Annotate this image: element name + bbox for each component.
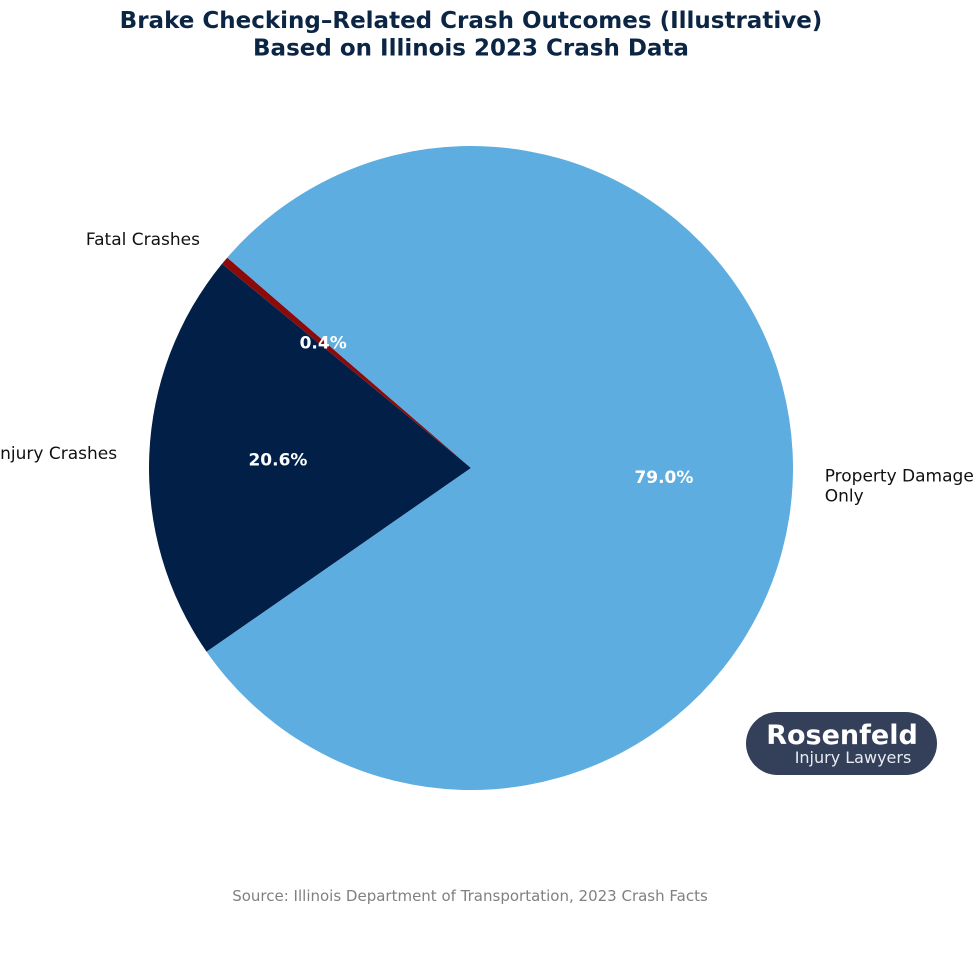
logo-name: Rosenfeld — [766, 720, 918, 751]
logo-tagline: Injury Lawyers — [795, 748, 912, 767]
pie-slice — [222, 257, 471, 468]
slice-label: Fatal Crashes — [86, 230, 200, 250]
value-label: 0.4% — [300, 334, 347, 354]
pie-slice — [148, 263, 472, 652]
value-label: 79.0% — [634, 468, 693, 488]
pie-slice — [206, 146, 793, 791]
source-note: Source: Illinois Department of Transport… — [232, 887, 708, 905]
slice-label: Injury Crashes — [0, 444, 117, 464]
logo: Rosenfeld Injury Lawyers — [746, 712, 937, 775]
logo-badge — [746, 712, 937, 775]
value-label: 20.6% — [248, 450, 307, 470]
slice-label: Property Damage Only — [825, 466, 974, 506]
chart-title: Brake Checking–Related Crash Outcomes (I… — [120, 8, 823, 62]
